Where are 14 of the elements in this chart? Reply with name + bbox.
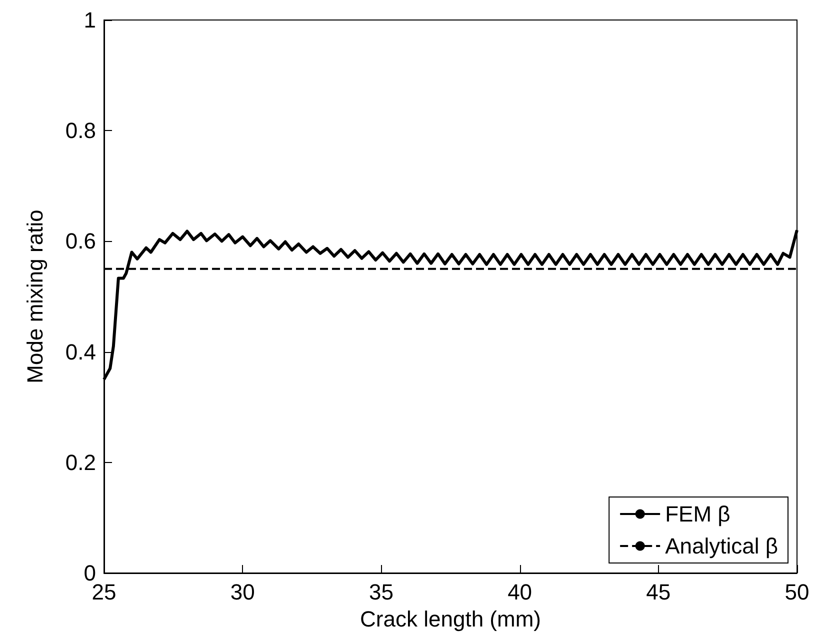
x-tick-label: 50 — [784, 580, 810, 604]
x-tick-label: 40 — [508, 580, 532, 604]
y-tick-label: 0.6 — [65, 228, 96, 254]
legend-label: Analytical β — [665, 534, 778, 558]
x-axis-title: Crack length (mm) — [360, 606, 541, 632]
y-axis-title: Mode mixing ratio — [22, 210, 48, 384]
x-tick-label: 35 — [368, 580, 394, 604]
y-tick-label: 0.2 — [65, 450, 96, 475]
y-tick-label: 0.4 — [65, 339, 96, 364]
x-tick-label: 30 — [230, 580, 255, 604]
y-tick-label: 0.8 — [65, 118, 96, 144]
y-tick-label: 1 — [84, 8, 96, 32]
x-tick-label: 45 — [646, 580, 671, 604]
legend-label: FEM β — [665, 502, 730, 526]
